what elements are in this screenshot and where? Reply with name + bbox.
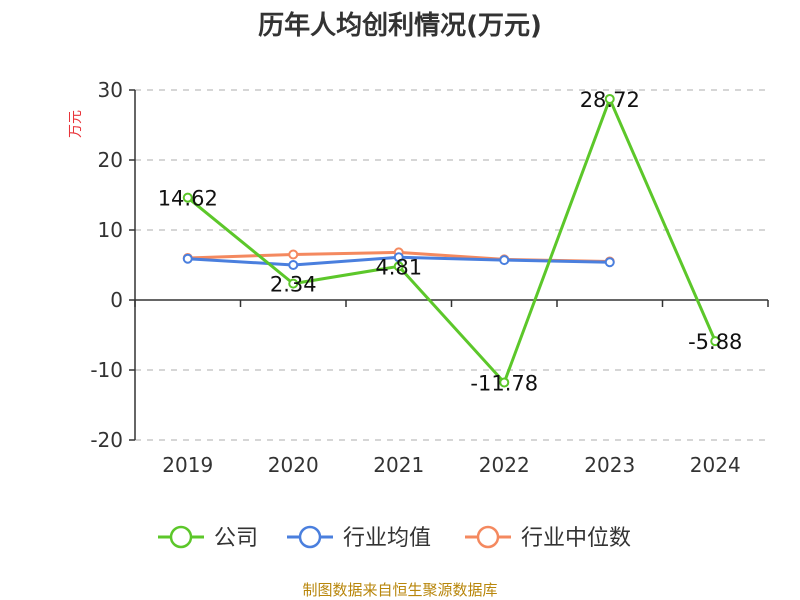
y-tick-label: 10 bbox=[98, 218, 123, 242]
data-point[interactable] bbox=[288, 249, 299, 260]
legend-item[interactable]: 公司 bbox=[158, 525, 258, 551]
series-line bbox=[186, 97, 717, 384]
data-point[interactable] bbox=[604, 93, 615, 104]
data-point[interactable] bbox=[710, 336, 721, 347]
data-point[interactable] bbox=[182, 253, 193, 264]
source-note: 制图数据来自恒生聚源数据库 bbox=[302, 581, 497, 599]
y-tick-label: -20 bbox=[90, 428, 123, 452]
data-label: -11.78 bbox=[470, 371, 538, 395]
y-tick-label: 20 bbox=[98, 148, 123, 172]
x-tick-label: 2021 bbox=[373, 453, 424, 477]
x-tick-label: 2020 bbox=[268, 453, 319, 477]
data-label: 2.34 bbox=[270, 273, 317, 297]
grid-lines bbox=[135, 89, 768, 441]
data-point[interactable] bbox=[393, 261, 404, 272]
x-tick-label: 2024 bbox=[690, 453, 741, 477]
legend-item[interactable]: 行业均值 bbox=[287, 525, 431, 551]
legend-marker bbox=[169, 525, 193, 549]
legend-label: 行业均值 bbox=[343, 526, 431, 551]
x-tick-label: 2022 bbox=[479, 453, 530, 477]
data-label: 28.72 bbox=[580, 88, 640, 112]
x-tick-label: 2019 bbox=[162, 453, 213, 477]
data-point[interactable] bbox=[499, 255, 510, 266]
legend-label: 行业中位数 bbox=[521, 526, 631, 551]
data-label: 14.62 bbox=[158, 187, 218, 211]
data-point[interactable] bbox=[182, 192, 193, 203]
series-group bbox=[182, 93, 721, 388]
data-label: -5.88 bbox=[688, 330, 742, 354]
data-point[interactable] bbox=[288, 260, 299, 270]
y-tick-label: 0 bbox=[110, 288, 123, 312]
y-tick-label: -10 bbox=[90, 358, 123, 382]
y-axis-label: 万元 bbox=[68, 110, 84, 138]
legend-marker bbox=[298, 525, 322, 549]
data-point[interactable] bbox=[393, 252, 404, 263]
data-label: 4.81 bbox=[375, 255, 422, 279]
y-tick-label: 30 bbox=[98, 78, 123, 102]
legend-marker bbox=[476, 525, 500, 549]
legend-item[interactable]: 行业中位数 bbox=[465, 525, 631, 551]
data-point[interactable] bbox=[604, 257, 615, 268]
legend[interactable]: 公司 行业均值 行业中位数 bbox=[158, 525, 631, 551]
data-point[interactable] bbox=[499, 377, 510, 388]
legend-label: 公司 bbox=[214, 526, 258, 551]
data-point[interactable] bbox=[288, 278, 299, 289]
axes: 30 20 10 0 -10 -20 2019 2020 2021 2022 2023 2024 bbox=[90, 78, 769, 477]
chart-title: 历年人均创利情况(万元) bbox=[258, 10, 542, 41]
x-tick-label: 2023 bbox=[584, 453, 635, 477]
data-labels: 14.62 2.34 4.81 -11.78 28.72 -5.88 bbox=[158, 88, 743, 395]
